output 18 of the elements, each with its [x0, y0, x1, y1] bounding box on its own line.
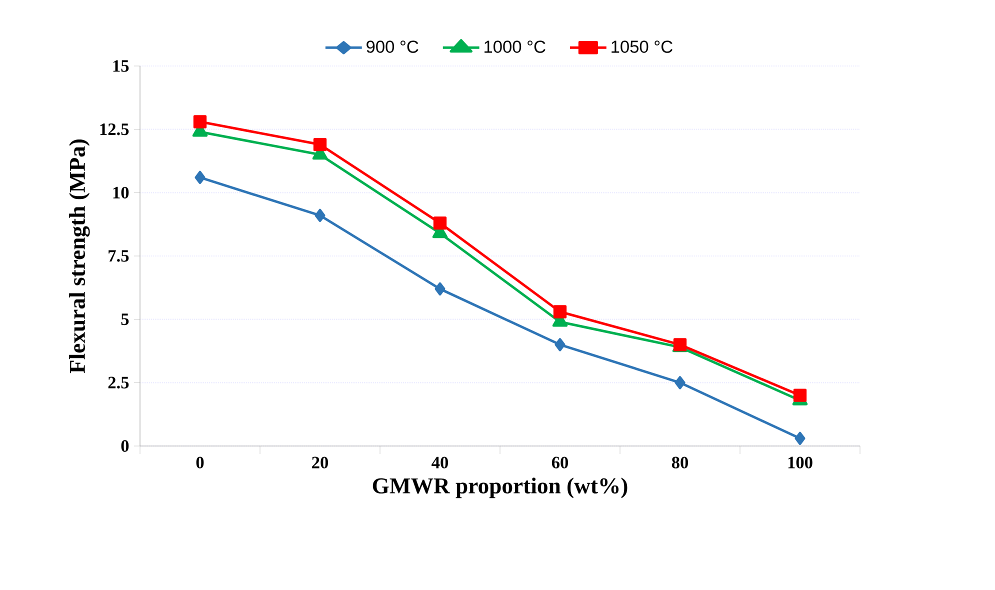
y-axis-title: Flexural strength (MPa): [69, 140, 90, 374]
x-tick-label: 60: [552, 456, 568, 468]
y-tick-label: 2.5: [108, 376, 129, 389]
x-tick-label: 20: [312, 456, 328, 468]
legend-label: 900 °C: [366, 40, 418, 53]
y-tick-label: 12.5: [100, 123, 129, 136]
x-tick-label: 0: [196, 456, 204, 468]
y-tick-label: 10: [113, 186, 129, 199]
x-axis-title: GMWR proportion (wt%): [372, 478, 628, 498]
y-tick-label: 5: [121, 314, 129, 326]
legend-label: 1050 °C: [612, 40, 672, 53]
y-tick-label: 7.5: [108, 250, 129, 262]
y-tick-label: 15: [113, 60, 129, 72]
x-tick-label: 100: [788, 456, 812, 468]
x-tick-label: 80: [672, 456, 688, 468]
y-tick-label: 0: [121, 440, 129, 452]
x-tick-label: 40: [432, 456, 448, 468]
legend-label: 1000 °C: [484, 40, 546, 53]
